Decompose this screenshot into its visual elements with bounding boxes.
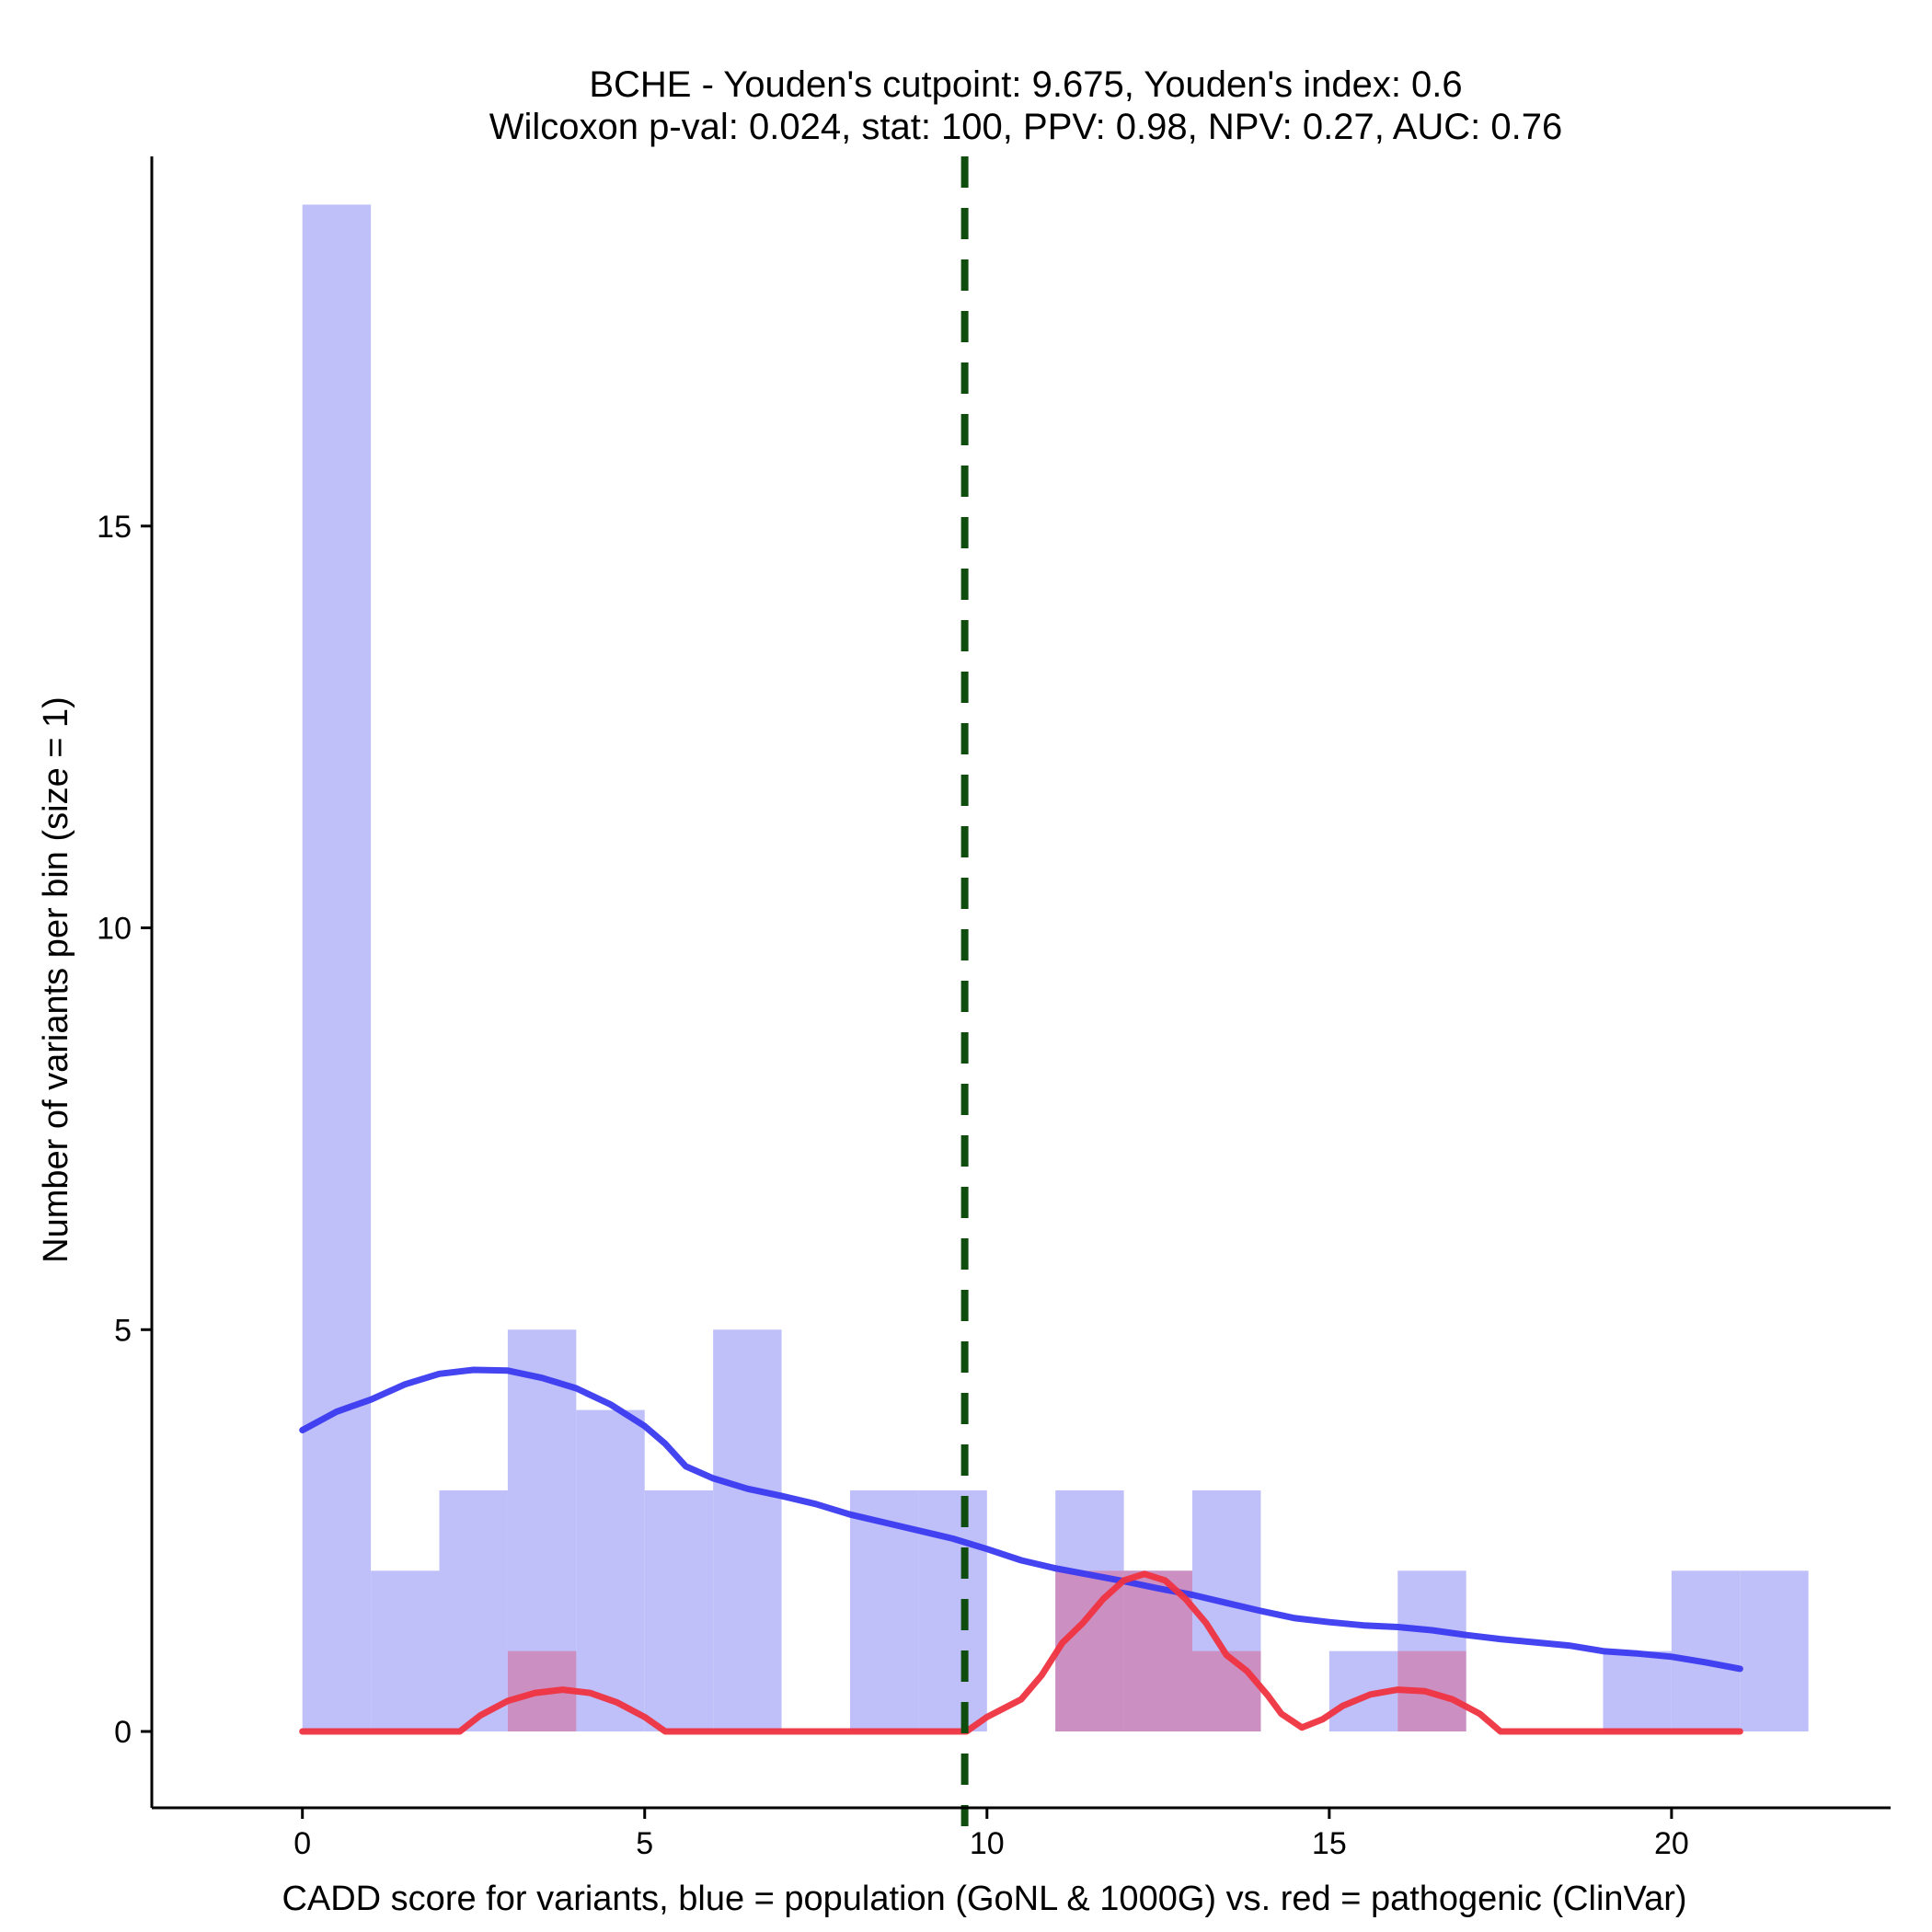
- x-axis-label: CADD score for variants, blue = populati…: [282, 1880, 1686, 1918]
- pathogenic-bars: [507, 1570, 1466, 1732]
- x-tick-label: 10: [970, 1826, 1005, 1861]
- population-bar: [576, 1409, 645, 1732]
- x-tick-label: 5: [636, 1826, 653, 1861]
- population-density-line: [299, 1366, 1743, 1673]
- y-axis-label: Number of variants per bin (size = 1): [37, 696, 75, 1263]
- population-bar: [644, 1489, 714, 1732]
- population-bar: [302, 204, 372, 1732]
- population-bar: [1603, 1650, 1672, 1732]
- pathogenic-density-line: [299, 1570, 1743, 1735]
- population-bar: [371, 1570, 440, 1732]
- population-bar: [713, 1329, 782, 1732]
- y-tick-label: 10: [97, 912, 132, 947]
- population-bar: [1740, 1570, 1809, 1732]
- y-tick-label: 5: [114, 1313, 132, 1348]
- y-tick-label: 0: [114, 1715, 132, 1750]
- population-bars: [302, 204, 1809, 1732]
- x-tick-label: 15: [1312, 1826, 1347, 1861]
- pathogenic-bar: [1055, 1570, 1124, 1732]
- y-tick-label: 15: [97, 510, 132, 545]
- x-tick-label: 20: [1654, 1826, 1689, 1861]
- density-curves: [299, 1366, 1743, 1735]
- chart-title-line-2: Wilcoxon p-val: 0.024, stat: 100, PPV: 0…: [489, 107, 1563, 147]
- pathogenic-bar: [1192, 1650, 1261, 1732]
- chart-title-line-1: BCHE - Youden's cutpoint: 9.675, Youden'…: [589, 64, 1462, 105]
- axes: [150, 156, 1891, 1810]
- ticks: 0 5 10 15 20 0 5 10 15: [97, 510, 1689, 1861]
- population-bar: [439, 1489, 508, 1732]
- population-bar: [1671, 1570, 1741, 1732]
- x-tick-label: 0: [293, 1826, 311, 1861]
- population-bar: [918, 1489, 987, 1732]
